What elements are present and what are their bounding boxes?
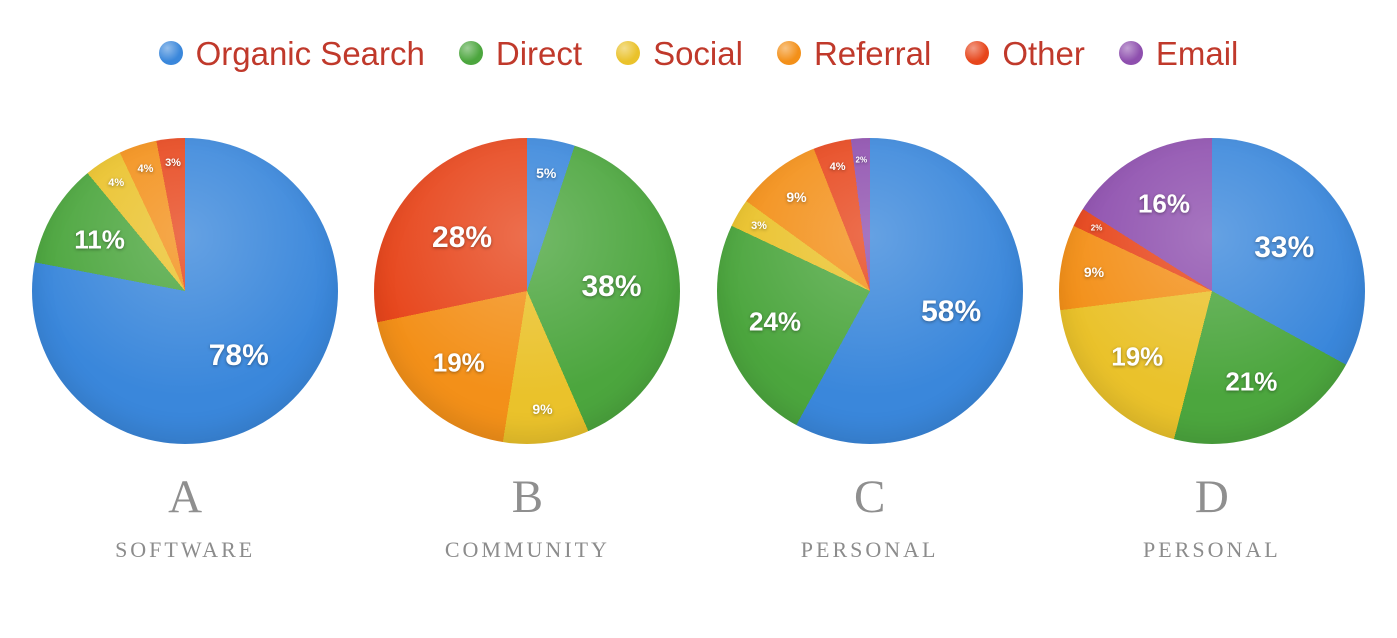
pie-slice-label-organic-search: 5% xyxy=(536,165,557,182)
pie-slice-label-other: 2% xyxy=(1090,223,1103,233)
legend-label: Referral xyxy=(813,34,932,72)
pie-slice-label-direct: 38% xyxy=(581,270,642,303)
pie-chart-a: 78% 11% 4% 4% 3% A SOFTWARE xyxy=(15,138,355,561)
pie-chart-b: 5% 38% 9% 19% 28% B COMMUNITY xyxy=(357,138,697,561)
pie-slice-label-other: 4% xyxy=(829,160,846,173)
legend-label: Direct xyxy=(495,34,583,72)
legend-item-email: Email xyxy=(1118,34,1239,72)
pie-slice-label-organic-search: 58% xyxy=(921,294,982,328)
pie-slice-label-other: 28% xyxy=(432,220,493,254)
pie-slice-label-social: 3% xyxy=(751,219,767,232)
legend-label: Social xyxy=(653,34,743,72)
chart-letter: B xyxy=(511,471,544,523)
legend-item-social: Social xyxy=(616,37,743,70)
pie-chart-d: 33% 21% 19% 9% 2% 16% D PERSONAL xyxy=(1042,138,1382,561)
chart-letter: C xyxy=(853,471,886,523)
legend-item-other: Other xyxy=(965,37,1085,70)
pie-circle xyxy=(374,138,681,444)
pie-slice-label-other: 3% xyxy=(165,157,181,170)
legend-item-referral: Referral xyxy=(776,34,932,72)
pie-slice-label-email: 2% xyxy=(855,155,868,165)
pie-slice-label-referral: 19% xyxy=(432,347,485,378)
pie-slice-label-direct: 24% xyxy=(748,306,802,337)
chart-subtitle: PERSONAL xyxy=(800,537,939,562)
pie-charts-row: 78% 11% 4% 4% 3% A SOFTWARE 5% 38% 9% 19% 28% B … xyxy=(0,138,1397,561)
pie-slice-label-referral: 9% xyxy=(786,188,807,205)
legend-swatch-icon xyxy=(965,41,990,65)
legend-item-direct: Direct xyxy=(458,34,583,72)
legend-swatch-icon xyxy=(458,41,483,65)
legend-swatch-icon xyxy=(616,41,641,65)
legend-swatch-icon xyxy=(158,41,183,65)
pie-slice-label-organic-search: 33% xyxy=(1254,231,1315,265)
legend-swatch-icon xyxy=(1118,41,1143,65)
chart-subtitle: SOFTWARE xyxy=(115,537,256,562)
legend-label: Other xyxy=(1002,34,1085,72)
pie-circle xyxy=(716,138,1023,444)
legend-label: Email xyxy=(1155,34,1239,72)
pie-slice-label-social: 9% xyxy=(532,401,553,418)
pie-slice-label-direct: 21% xyxy=(1225,366,1278,397)
pie: 5% 38% 9% 19% 28% xyxy=(374,138,681,444)
legend-label: Organic Search xyxy=(195,34,425,72)
chart-subtitle: COMMUNITY xyxy=(444,537,610,562)
chart-legend: Organic Search Direct Social Referral Ot… xyxy=(0,0,1397,76)
pie-slice-label-organic-search: 78% xyxy=(208,338,269,372)
legend-item-organic-search: Organic Search xyxy=(158,34,425,72)
pie-slice-label-social: 19% xyxy=(1111,341,1164,372)
pie: 78% 11% 4% 4% 3% xyxy=(32,138,339,444)
pie-circle xyxy=(32,138,339,444)
pie-slice-label-direct: 11% xyxy=(74,224,125,255)
pie-slice-label-referral: 9% xyxy=(1083,264,1105,281)
chart-subtitle: PERSONAL xyxy=(1143,537,1281,562)
pie: 33% 21% 19% 9% 2% 16% xyxy=(1058,138,1365,444)
pie-slice-label-referral: 4% xyxy=(137,162,154,175)
pie-chart-c: 58% 24% 3% 9% 4% 2% C PERSONAL xyxy=(700,138,1040,561)
legend-swatch-icon xyxy=(776,41,801,65)
pie-circle xyxy=(1058,138,1365,444)
pie-slice-label-social: 4% xyxy=(108,176,125,189)
pie-slice-label-email: 16% xyxy=(1137,188,1190,219)
chart-letter: A xyxy=(168,471,203,523)
pie: 58% 24% 3% 9% 4% 2% xyxy=(716,138,1023,444)
chart-letter: D xyxy=(1194,471,1229,523)
